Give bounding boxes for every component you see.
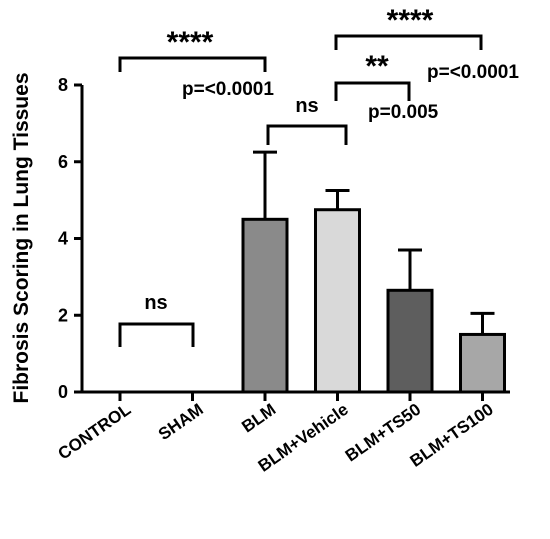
bracket-control-blm [118,56,267,72]
x-tick-label: BLM [238,400,279,437]
p-value-control-blm: p=<0.0001 [182,79,274,100]
bracket-control-sham [118,322,195,347]
stars-vehicle-ts50: ** [365,50,389,83]
stars-vehicle-ts100: **** [387,4,434,37]
bracket-blm-vehicle [266,124,348,145]
bar-blm-vehicle [314,208,361,394]
bracket-vehicle-ts100 [334,34,483,50]
y-tick-label: 8 [58,75,68,95]
y-axis-label: Fibrosis Scoring in Lung Tissues [10,73,33,404]
y-tick-label: 0 [58,382,68,402]
stars-control-blm: **** [167,26,214,59]
bar-blm [241,217,289,394]
y-tick-label: 2 [58,305,68,325]
p-value-vehicle-ts100: p=<0.0001 [427,62,519,83]
bar-blm-ts100 [459,332,506,394]
bar-blm-ts50 [386,288,434,394]
y-tick-label: 6 [58,152,68,172]
ns-label-blm-vehicle: ns [295,95,318,117]
bracket-vehicle-ts50 [334,81,411,101]
p-value-vehicle-ts50: p=0.005 [368,102,439,123]
x-tick-label: SHAM [155,400,207,444]
y-tick-label: 4 [58,229,68,249]
ns-label-control-sham: ns [144,292,167,314]
x-tick-label: CONTROL [55,400,135,464]
